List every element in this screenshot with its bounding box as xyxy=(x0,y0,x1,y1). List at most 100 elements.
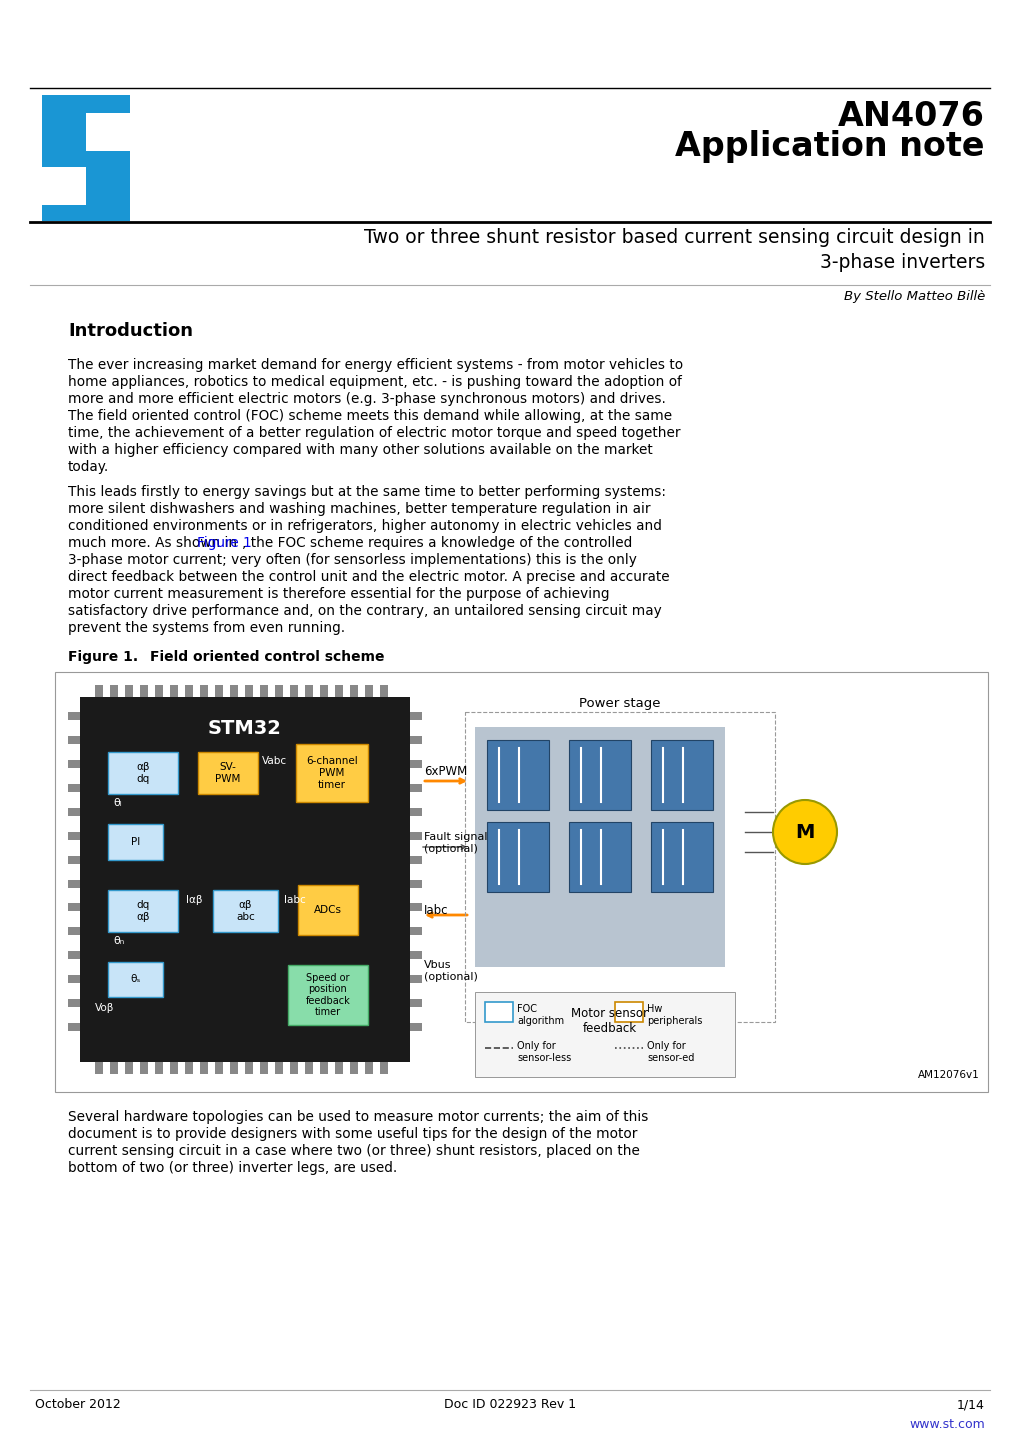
Bar xyxy=(215,1062,223,1074)
Bar xyxy=(184,1062,193,1074)
Bar xyxy=(95,685,103,697)
Text: Application note: Application note xyxy=(675,130,984,163)
Text: motor current measurement is therefore essential for the purpose of achieving: motor current measurement is therefore e… xyxy=(68,587,609,600)
Text: SV-
PWM: SV- PWM xyxy=(215,762,240,784)
Text: The field oriented control (FOC) scheme meets this demand while allowing, at the: The field oriented control (FOC) scheme … xyxy=(68,408,672,423)
Bar xyxy=(68,879,79,887)
Bar xyxy=(410,760,422,768)
Bar xyxy=(184,685,193,697)
Bar xyxy=(215,685,223,697)
Bar xyxy=(170,685,178,697)
Text: Several hardware topologies can be used to measure motor currents; the aim of th: Several hardware topologies can be used … xyxy=(68,1110,648,1124)
Text: 1/14: 1/14 xyxy=(956,1398,984,1411)
Text: home appliances, robotics to medical equipment, etc. - is pushing toward the ado: home appliances, robotics to medical equ… xyxy=(68,375,682,390)
Bar xyxy=(108,890,178,932)
Bar xyxy=(108,824,163,860)
Text: PI: PI xyxy=(130,837,140,847)
Text: Introduction: Introduction xyxy=(68,322,193,341)
Text: Vbus
(optional): Vbus (optional) xyxy=(424,960,478,981)
Text: This leads firstly to energy savings but at the same time to better performing s: This leads firstly to energy savings but… xyxy=(68,485,665,499)
Text: current sensing circuit in a case where two (or three) shunt resistors, placed o: current sensing circuit in a case where … xyxy=(68,1144,639,1157)
Bar xyxy=(410,903,422,912)
Bar xyxy=(68,1023,79,1032)
Bar xyxy=(650,823,712,892)
Bar xyxy=(305,685,313,697)
Text: M: M xyxy=(795,823,814,841)
Bar xyxy=(108,752,178,794)
Text: Iαβ: Iαβ xyxy=(185,895,203,905)
Bar xyxy=(68,928,79,935)
Text: Voβ: Voβ xyxy=(95,1003,114,1013)
Text: By Stello Matteo Billè: By Stello Matteo Billè xyxy=(843,290,984,303)
Bar xyxy=(140,685,148,697)
Text: direct feedback between the control unit and the electric motor. A precise and a: direct feedback between the control unit… xyxy=(68,570,668,584)
Bar xyxy=(410,975,422,983)
Bar xyxy=(68,736,79,745)
Text: 6-channel
PWM
timer: 6-channel PWM timer xyxy=(306,756,358,789)
Bar xyxy=(410,736,422,745)
Bar xyxy=(110,685,118,697)
Text: αβ
abc: αβ abc xyxy=(235,900,255,922)
Text: prevent the systems from even running.: prevent the systems from even running. xyxy=(68,620,344,635)
Bar xyxy=(614,1001,642,1022)
Bar xyxy=(125,685,132,697)
Text: Figure 1: Figure 1 xyxy=(197,535,252,550)
Text: time, the achievement of a better regulation of electric motor torque and speed : time, the achievement of a better regula… xyxy=(68,426,680,440)
Text: Figure 1.: Figure 1. xyxy=(68,649,138,664)
Text: Fault signal
(optional): Fault signal (optional) xyxy=(424,833,487,854)
Bar xyxy=(275,685,282,697)
Bar xyxy=(213,890,278,932)
Bar xyxy=(475,727,725,967)
Text: Power stage: Power stage xyxy=(579,697,660,710)
Bar xyxy=(68,831,79,840)
Bar xyxy=(475,991,735,1076)
Bar xyxy=(125,1062,132,1074)
Text: AM12076v1: AM12076v1 xyxy=(917,1071,979,1079)
Text: θᵢ: θᵢ xyxy=(113,798,121,808)
Text: www.st.com: www.st.com xyxy=(908,1418,984,1431)
Text: much more. As shown in: much more. As shown in xyxy=(68,535,242,550)
Text: FOC
algorithm: FOC algorithm xyxy=(517,1004,564,1026)
Text: bottom of two (or three) inverter legs, are used.: bottom of two (or three) inverter legs, … xyxy=(68,1162,396,1175)
Bar xyxy=(200,685,208,697)
Bar xyxy=(95,1062,103,1074)
Bar xyxy=(410,808,422,815)
Bar xyxy=(170,1062,178,1074)
Bar xyxy=(229,685,237,697)
Bar xyxy=(198,752,258,794)
Text: Field oriented control scheme: Field oriented control scheme xyxy=(150,649,384,664)
Bar xyxy=(410,951,422,960)
Text: Iabc: Iabc xyxy=(283,895,306,905)
Bar xyxy=(350,685,358,697)
Bar xyxy=(305,1062,313,1074)
Bar xyxy=(140,1062,148,1074)
Bar xyxy=(245,1062,253,1074)
Text: 3-phase motor current; very often (for sensorless implementations) this is the o: 3-phase motor current; very often (for s… xyxy=(68,553,636,567)
Bar xyxy=(68,784,79,792)
Text: with a higher efficiency compared with many other solutions available on the mar: with a higher efficiency compared with m… xyxy=(68,443,652,457)
Bar xyxy=(380,1062,387,1074)
Bar xyxy=(42,152,129,167)
Bar xyxy=(380,685,387,697)
Bar xyxy=(410,999,422,1007)
Text: Only for
sensor-ed: Only for sensor-ed xyxy=(646,1040,694,1062)
Bar xyxy=(320,1062,328,1074)
Text: October 2012: October 2012 xyxy=(35,1398,120,1411)
Text: more and more efficient electric motors (e.g. 3-phase synchronous motors) and dr: more and more efficient electric motors … xyxy=(68,392,665,405)
Bar xyxy=(365,685,373,697)
Bar xyxy=(155,685,163,697)
Bar xyxy=(298,885,358,935)
Bar xyxy=(289,685,298,697)
Bar xyxy=(55,672,987,1092)
Bar xyxy=(245,685,253,697)
Text: Two or three shunt resistor based current sensing circuit design in: Two or three shunt resistor based curren… xyxy=(364,228,984,247)
Bar xyxy=(410,711,422,720)
Text: satisfactory drive performance and, on the contrary, an untailored sensing circu: satisfactory drive performance and, on t… xyxy=(68,605,661,618)
Bar xyxy=(334,685,342,697)
Bar xyxy=(229,1062,237,1074)
Text: STM32: STM32 xyxy=(208,719,281,737)
Bar xyxy=(410,1023,422,1032)
Text: document is to provide designers with some useful tips for the design of the mot: document is to provide designers with so… xyxy=(68,1127,637,1141)
Text: Iabc: Iabc xyxy=(424,903,448,916)
Bar xyxy=(79,697,410,1062)
